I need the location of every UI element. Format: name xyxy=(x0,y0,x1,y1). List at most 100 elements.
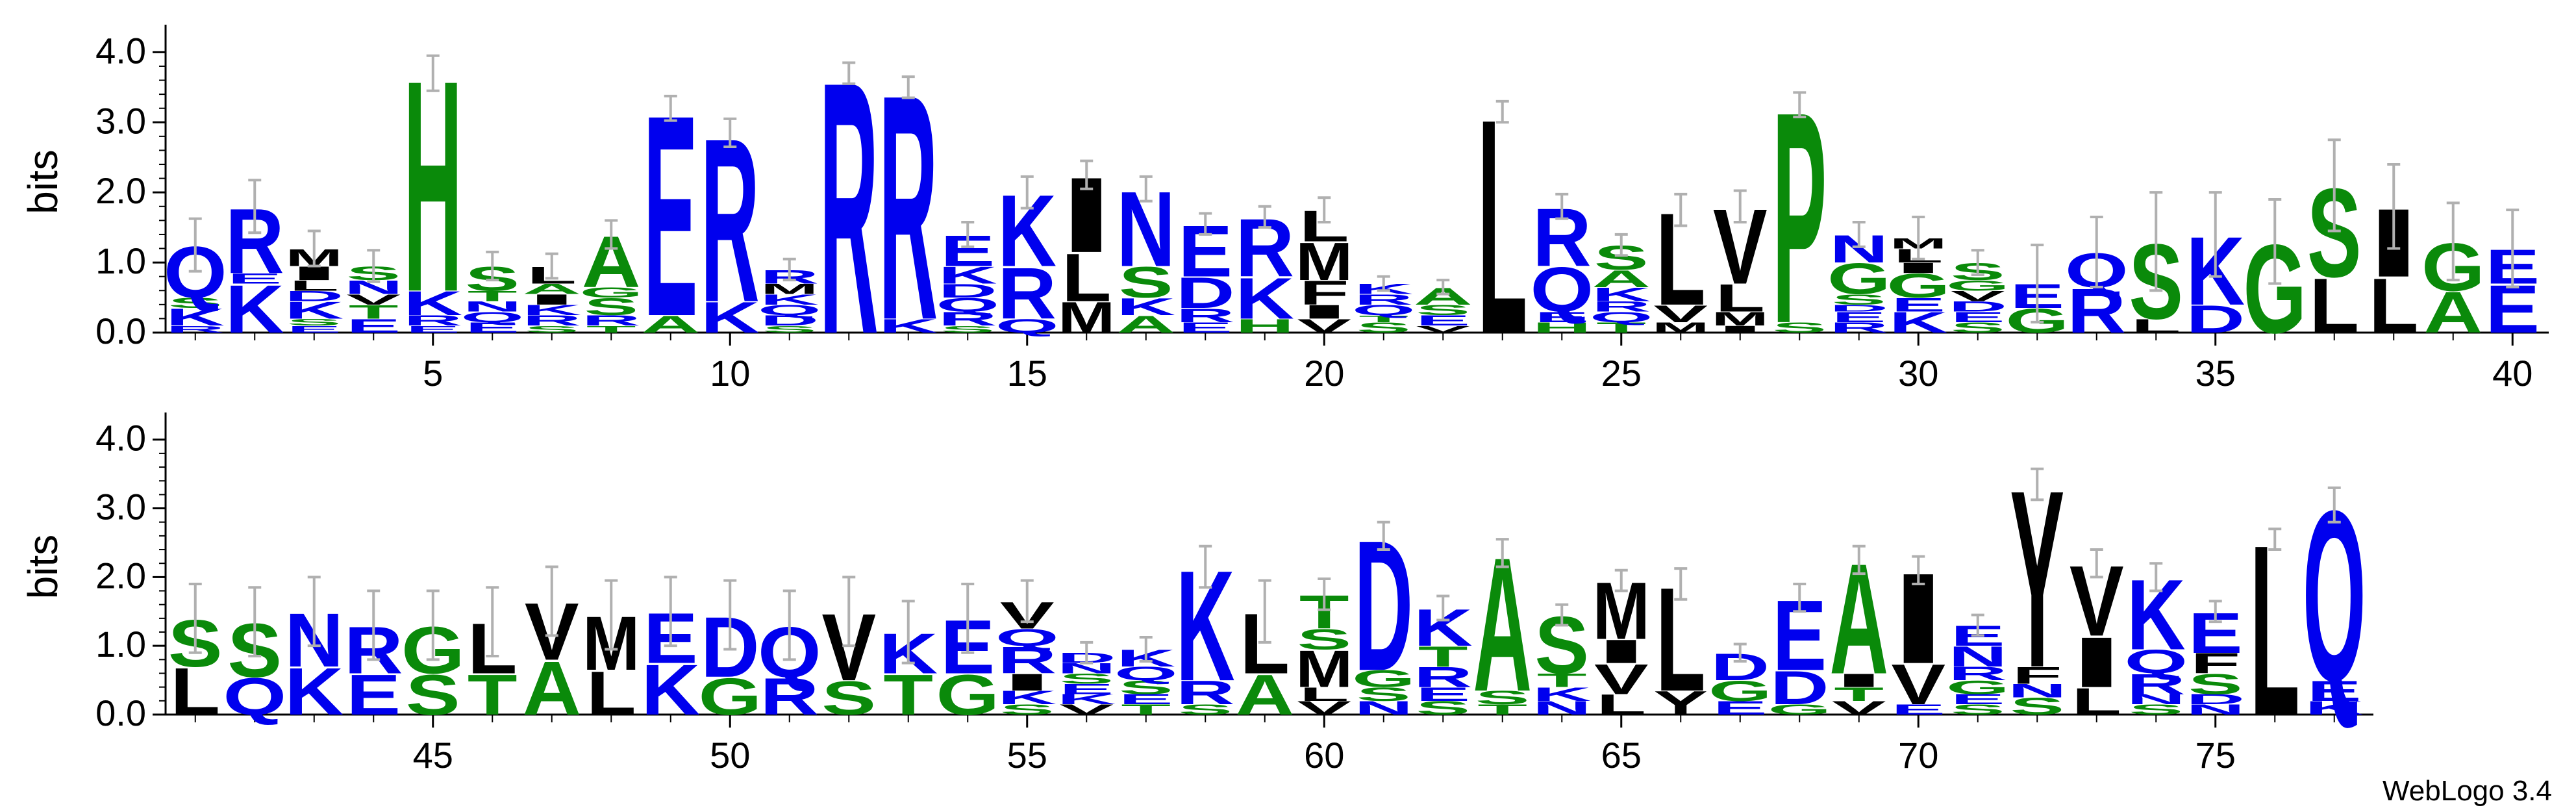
residue-letter: S xyxy=(1059,671,1114,687)
residue-letter: E xyxy=(1832,309,1886,325)
y-tick-label: 2.0 xyxy=(95,555,146,596)
logo-column: GE xyxy=(936,582,999,727)
residue-letter: E xyxy=(1891,702,1945,718)
residue-letter: T xyxy=(468,288,518,304)
residue-letter: K xyxy=(2305,698,2364,719)
residue-letter: L xyxy=(2131,315,2181,337)
residue-letter: Q xyxy=(2124,643,2188,680)
residue-letter: R xyxy=(1354,292,1413,308)
logo-column: MVL xyxy=(1652,186,1709,336)
residue-letter: G xyxy=(698,667,762,726)
residue-letter: A xyxy=(2423,280,2482,345)
x-tick-label: 55 xyxy=(1007,735,1047,776)
residue-letter: V xyxy=(1059,702,1114,718)
residue-letter: R xyxy=(1592,298,1651,314)
logo-column: RQ xyxy=(2065,215,2129,346)
logo-column: SRK xyxy=(1176,537,1235,718)
residue-letter: S xyxy=(1951,702,2005,718)
logo-column: TSA xyxy=(1473,517,1532,731)
residue-letter: D xyxy=(1829,303,1888,314)
residue-letter: T xyxy=(468,663,518,726)
x-tick-label: 5 xyxy=(423,353,443,394)
logo-column: SG xyxy=(401,589,465,727)
residue-letter: V xyxy=(1891,652,1945,716)
residue-letter: S xyxy=(1772,320,1827,336)
residue-letter: M xyxy=(1652,320,1709,336)
residue-letter: S xyxy=(1000,702,1055,718)
residue-letter: Q xyxy=(995,624,1059,651)
logo-column: QRK xyxy=(995,174,1059,337)
x-tick-label: 40 xyxy=(2492,353,2532,394)
logo-column: ER xyxy=(344,589,403,727)
residue-letter: V xyxy=(346,292,401,308)
logo-column: AV xyxy=(522,565,581,731)
residue-letter: L xyxy=(1596,689,1646,720)
x-tick-label: 60 xyxy=(1304,735,1344,776)
residue-letter: K xyxy=(938,261,997,288)
residue-letter: R xyxy=(582,312,641,329)
logo-column: SP xyxy=(1772,50,1827,387)
residue-letter: R xyxy=(2127,668,2186,700)
y-tick-label: 2.0 xyxy=(95,170,146,211)
logo-column: GDE xyxy=(1768,579,1831,718)
residue-letter: M xyxy=(1295,640,1353,698)
residue-letter: S xyxy=(1357,684,1411,705)
x-tick-label: 65 xyxy=(1601,735,1642,776)
residue-letter: E xyxy=(1059,681,1114,697)
residue-letter: S xyxy=(1297,624,1351,655)
logo-column: AE xyxy=(641,55,700,376)
residue-letter: S xyxy=(762,324,817,335)
residue-letter: M xyxy=(1058,293,1115,342)
residue-letter: E xyxy=(406,324,460,335)
x-tick-label: 70 xyxy=(1898,735,1938,776)
logo-column: KR xyxy=(701,90,760,351)
residue-letter: N xyxy=(1532,698,1592,719)
residue-letter: I xyxy=(2068,622,2125,702)
logo-column: EGD xyxy=(1708,642,1772,719)
residue-letter: N xyxy=(1354,698,1413,719)
residue-letter: R xyxy=(997,639,1057,681)
residue-letter: D xyxy=(1176,269,1235,318)
logo-column: GD xyxy=(698,579,762,726)
x-tick-label: 75 xyxy=(2195,735,2236,776)
residue-letter: G xyxy=(1708,675,1772,707)
residue-letter: I xyxy=(523,292,580,308)
residue-letter: T xyxy=(1596,320,1646,336)
residue-letter: S xyxy=(1475,687,1530,709)
y-tick-label: 3.0 xyxy=(95,100,146,141)
residue-letter: D xyxy=(1770,661,1829,715)
y-tick-label: 4.0 xyxy=(95,418,146,459)
residue-letter: D xyxy=(284,288,344,304)
residue-letter: S xyxy=(2129,702,2183,718)
residue-letter: K xyxy=(1532,684,1592,705)
residue-letter: K xyxy=(1116,293,1175,320)
residue-letter: V xyxy=(1832,698,1886,719)
residue-letter: E xyxy=(1713,698,1768,719)
residue-letter: R xyxy=(522,312,581,329)
residue-letter: G xyxy=(936,663,999,726)
residue-letter: E xyxy=(1891,294,1945,316)
residue-letter: E xyxy=(1178,320,1232,336)
residue-letter: E xyxy=(1119,691,1173,707)
residue-letter: I xyxy=(1831,670,1887,691)
residue-letter: L xyxy=(2071,680,2121,723)
residue-letter: G xyxy=(1946,277,2010,294)
residue-letter: M xyxy=(761,281,818,298)
x-tick-label: 10 xyxy=(710,353,750,394)
y-tick-label: 0.0 xyxy=(95,311,146,351)
residue-letter: R xyxy=(1948,663,2007,685)
residue-letter: G xyxy=(1946,677,2010,698)
residue-letter: K xyxy=(403,285,462,322)
residue-letter: E xyxy=(1534,309,1589,325)
residue-letter: N xyxy=(2008,680,2067,702)
residue-letter: S xyxy=(1416,698,1470,719)
logo-column: KEGILM xyxy=(1886,215,1950,339)
residue-letter: V xyxy=(1594,655,1649,704)
residue-letter: V xyxy=(1297,698,1351,719)
